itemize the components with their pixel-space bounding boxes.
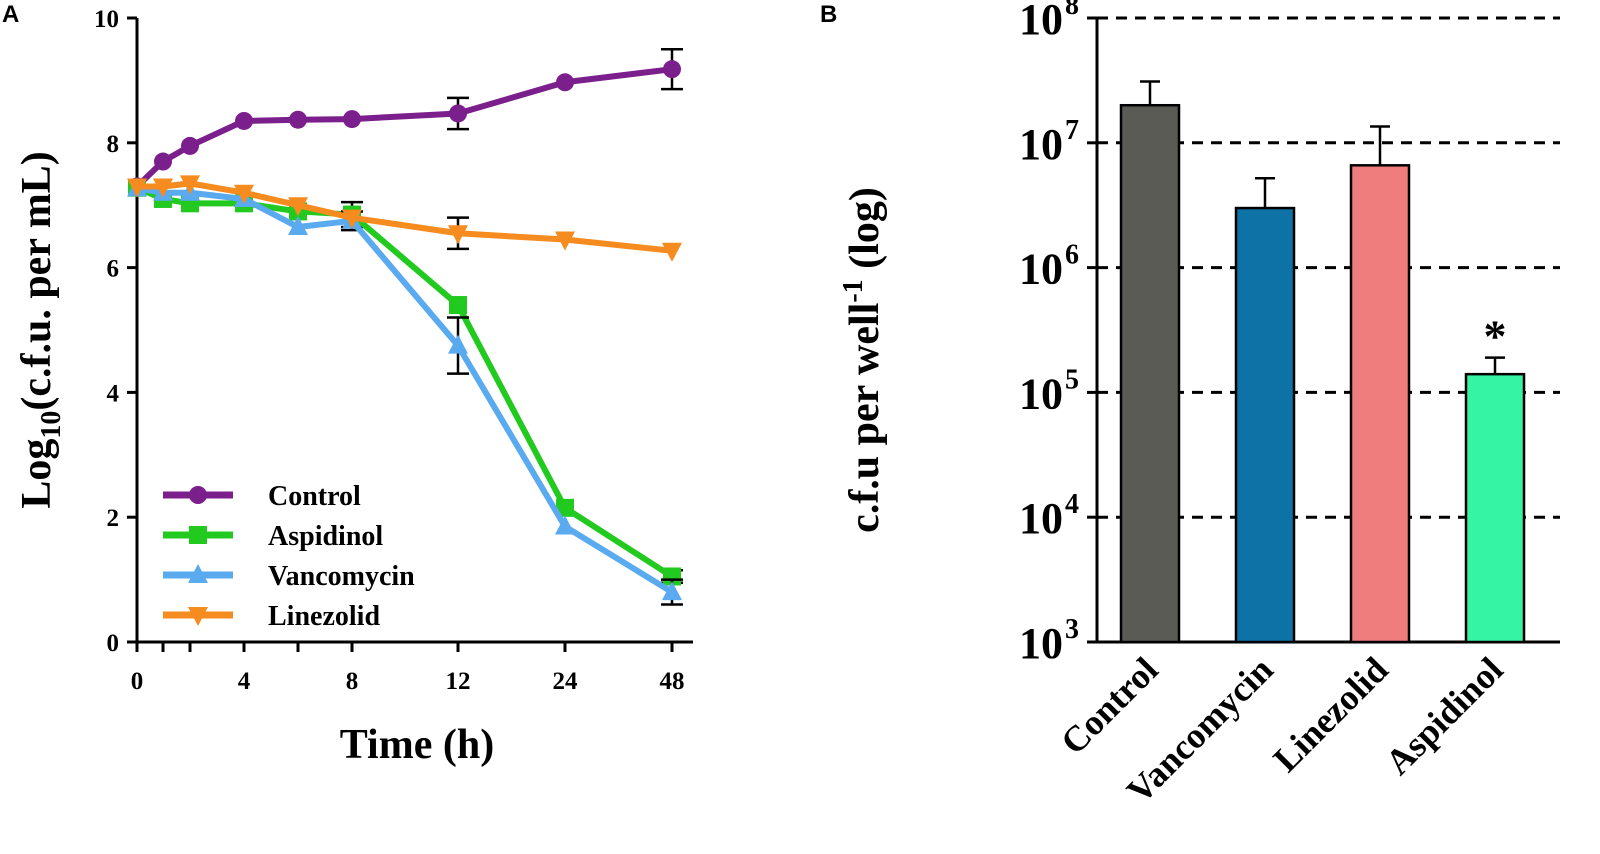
data-point-vancomycin <box>662 581 682 601</box>
panel-b-y-tick-label: 10 <box>1019 494 1063 543</box>
panel-a-x-tick-label: 8 <box>346 668 359 695</box>
panel-b-y-title: c.f.u per well-1 (log) <box>838 187 888 533</box>
panel-b-y-tick-exponent: 8 <box>1065 0 1079 21</box>
bar-group-control <box>1119 80 1181 644</box>
data-point-linezolid <box>153 178 173 198</box>
panel-b-y-tick-label: 10 <box>1019 0 1063 44</box>
data-point-control <box>181 136 199 155</box>
series-aspidinol <box>128 178 683 586</box>
panel-b-y-tick-exponent: 4 <box>1065 489 1079 520</box>
panel-a-y-tick-label: 4 <box>107 380 120 407</box>
panel-a-x-ticks: 0 4 8 12 24 48 <box>131 642 685 695</box>
data-point-linezolid <box>288 197 308 217</box>
panel-b-y-tick-exponent: 5 <box>1065 364 1079 395</box>
panel-a-x-tick-label: 12 <box>446 668 471 695</box>
panel-a-x-tick-label: 24 <box>553 668 579 695</box>
panel-a-y-tick-label: 0 <box>107 630 120 657</box>
bar-vancomycin <box>1234 206 1296 644</box>
legend-label: Control <box>268 481 361 512</box>
data-point-control <box>556 73 574 92</box>
bar-aspidinol <box>1464 372 1526 644</box>
data-point-control <box>154 152 172 171</box>
panel-b-y-tick-label: 10 <box>1019 369 1063 418</box>
data-point-control <box>289 110 307 129</box>
panel-a-legend: Control Aspidinol Vancomycin Linezolid <box>163 481 415 632</box>
category-label-control: Control <box>1053 649 1166 762</box>
panel-a-y-tick-label: 2 <box>107 505 120 532</box>
panel-a-y-title-rest: (c.f.u. per mL) <box>14 151 60 410</box>
bar-group-linezolid <box>1349 125 1411 644</box>
series-line-aspidinol <box>135 184 674 580</box>
legend-swatch-marker <box>188 607 208 626</box>
category-label-linezolid: Linezolid <box>1266 649 1396 779</box>
panel-a-letter: A <box>2 1 19 28</box>
bar-linezolid <box>1349 164 1411 644</box>
panel-b-bars: * <box>1119 80 1526 644</box>
series-line-control <box>134 66 673 189</box>
legend-item-control: Control <box>163 481 361 512</box>
data-point-linezolid <box>342 209 362 229</box>
panel-a-y-tick-label: 6 <box>107 256 120 283</box>
legend-item-vancomycin: Vancomycin <box>163 561 415 592</box>
significance-marker: * <box>1484 311 1507 362</box>
data-point-control <box>235 111 253 130</box>
bar-control <box>1119 103 1181 644</box>
data-point-control <box>663 60 681 79</box>
category-label-aspidinol: Aspidinol <box>1378 649 1511 782</box>
legend-label: Vancomycin <box>268 561 415 592</box>
panel-b-y-tick-label: 10 <box>1019 245 1063 294</box>
panel-a-y-title: Log10(c.f.u. per mL) <box>14 151 67 508</box>
panel-a-y-ticks: 0 2 4 6 8 10 <box>94 6 137 657</box>
data-point-aspidinol <box>663 567 681 586</box>
data-point-aspidinol <box>449 296 467 315</box>
bar-group-vancomycin <box>1234 176 1296 644</box>
data-point-control <box>449 104 467 123</box>
legend-label: Aspidinol <box>268 521 383 552</box>
legend-label: Linezolid <box>268 601 380 632</box>
legend-swatch-marker <box>188 564 208 583</box>
data-point-linezolid <box>448 225 468 245</box>
series-linezolid <box>127 175 682 262</box>
panel-a-x-title: Time (h) <box>340 722 494 768</box>
panel-b-y-title-rest: (log) <box>842 187 888 279</box>
data-point-aspidinol <box>556 498 574 517</box>
data-point-vancomycin <box>555 515 575 535</box>
data-point-vancomycin <box>288 216 308 236</box>
series-control <box>128 47 683 196</box>
legend-item-linezolid: Linezolid <box>163 601 380 632</box>
panel-b-y-tick-exponent: 7 <box>1065 115 1079 146</box>
panel-a-x-tick-label: 48 <box>660 668 685 695</box>
panel-b-y-tick-exponent: 6 <box>1065 240 1079 271</box>
data-point-linezolid <box>662 242 682 262</box>
data-point-linezolid <box>127 178 147 198</box>
legend-item-aspidinol: Aspidinol <box>163 521 383 552</box>
data-point-control <box>343 110 361 129</box>
data-point-linezolid <box>180 175 200 195</box>
legend-swatch-marker <box>189 486 207 504</box>
panel-a-y-tick-label: 8 <box>107 131 120 158</box>
panel-b-y-title-sup: -1 <box>838 279 869 302</box>
data-point-vancomycin <box>448 334 468 354</box>
panel-a-y-tick-label: 10 <box>94 6 119 33</box>
panel-b-y-tick-exponent: 3 <box>1065 614 1079 645</box>
panel-b-y-title-main: c.f.u per well <box>842 303 888 533</box>
data-point-linezolid <box>555 231 575 251</box>
panel-a-y-title-main: Log <box>14 439 60 509</box>
panel-a-series <box>127 47 683 606</box>
panel-b-letter: B <box>820 1 837 28</box>
panel-a-x-tick-label: 0 <box>131 668 144 695</box>
panel-a-y-title-sub: 10 <box>36 411 67 439</box>
data-point-linezolid <box>234 184 254 204</box>
panel-b-y-tick-label: 10 <box>1019 619 1063 668</box>
legend-swatch-marker <box>189 526 207 544</box>
bar-group-aspidinol: * <box>1464 311 1526 644</box>
panel-a-x-tick-label: 4 <box>238 668 251 695</box>
panel-b-y-tick-label: 10 <box>1019 120 1063 169</box>
